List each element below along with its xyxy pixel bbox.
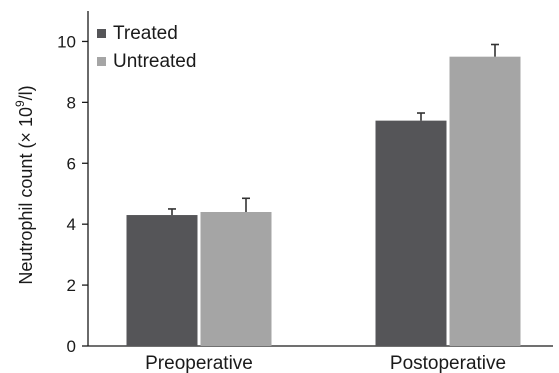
y-tick-label: 2 <box>67 276 76 295</box>
x-category-label-postoperative: Postoperative <box>390 353 506 373</box>
bar-untreated-postoperative <box>449 56 521 346</box>
bar-treated-preoperative <box>126 215 198 346</box>
y-axis-ticks: 0 2 4 6 8 10 <box>57 32 88 356</box>
y-tick-label: 4 <box>67 215 76 234</box>
error-bars <box>168 43 499 216</box>
legend-label-untreated: Untreated <box>113 51 196 72</box>
legend-swatch-untreated <box>97 57 106 66</box>
bar-untreated-preoperative <box>200 212 272 346</box>
chart-legend: Treated Untreated <box>97 23 196 72</box>
bar-treated-postoperative <box>375 120 447 347</box>
y-tick-label: 0 <box>67 337 76 356</box>
legend-swatch-treated <box>97 29 106 38</box>
bar-series <box>126 56 521 347</box>
y-tick-label: 6 <box>67 154 76 173</box>
y-tick-label: 8 <box>67 93 76 112</box>
x-category-label-preoperative: Preoperative <box>145 353 253 373</box>
y-axis-title: Neutrophil count (× 109/l) <box>13 85 36 284</box>
legend-label-treated: Treated <box>113 23 178 44</box>
y-tick-label: 10 <box>57 32 76 51</box>
x-axis-category-labels: Preoperative Postoperative <box>145 353 506 373</box>
